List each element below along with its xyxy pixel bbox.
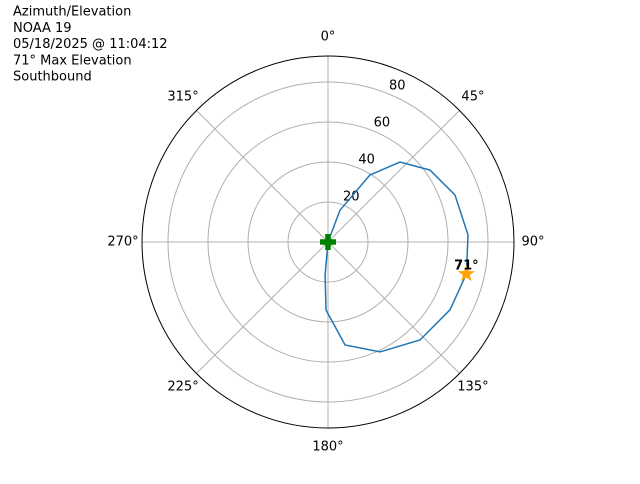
grid-spoke: [327, 110, 460, 243]
x-tick-label: 315°: [167, 90, 198, 105]
title-line: Azimuth/Elevation: [13, 5, 131, 20]
max-elevation-label: 71°: [454, 258, 479, 273]
x-tick-label: 180°: [312, 440, 343, 455]
polar-frame: [141, 55, 515, 429]
grid-spoke: [327, 241, 460, 374]
title-line: NOAA 19: [13, 21, 72, 36]
x-tick-label: 45°: [461, 90, 484, 105]
title-line: 71° Max Elevation: [13, 53, 132, 68]
grid-spoke: [196, 110, 329, 243]
max-elevation-marker: [457, 264, 475, 282]
x-tick-label: 270°: [107, 235, 138, 250]
x-tick-label: 90°: [521, 235, 544, 250]
x-tick-label: 225°: [167, 379, 198, 394]
x-tick-label: 0°: [321, 30, 336, 45]
start-marker: [320, 234, 336, 250]
r-tick-label: 40: [358, 153, 375, 168]
r-tick-label: 80: [389, 79, 406, 94]
r-tick-label: 60: [374, 116, 391, 131]
grid-spoke: [196, 241, 329, 374]
title-line: 05/18/2025 @ 11:04:12: [13, 37, 168, 52]
x-tick-label: 135°: [457, 379, 488, 394]
title-line: Southbound: [13, 70, 92, 85]
